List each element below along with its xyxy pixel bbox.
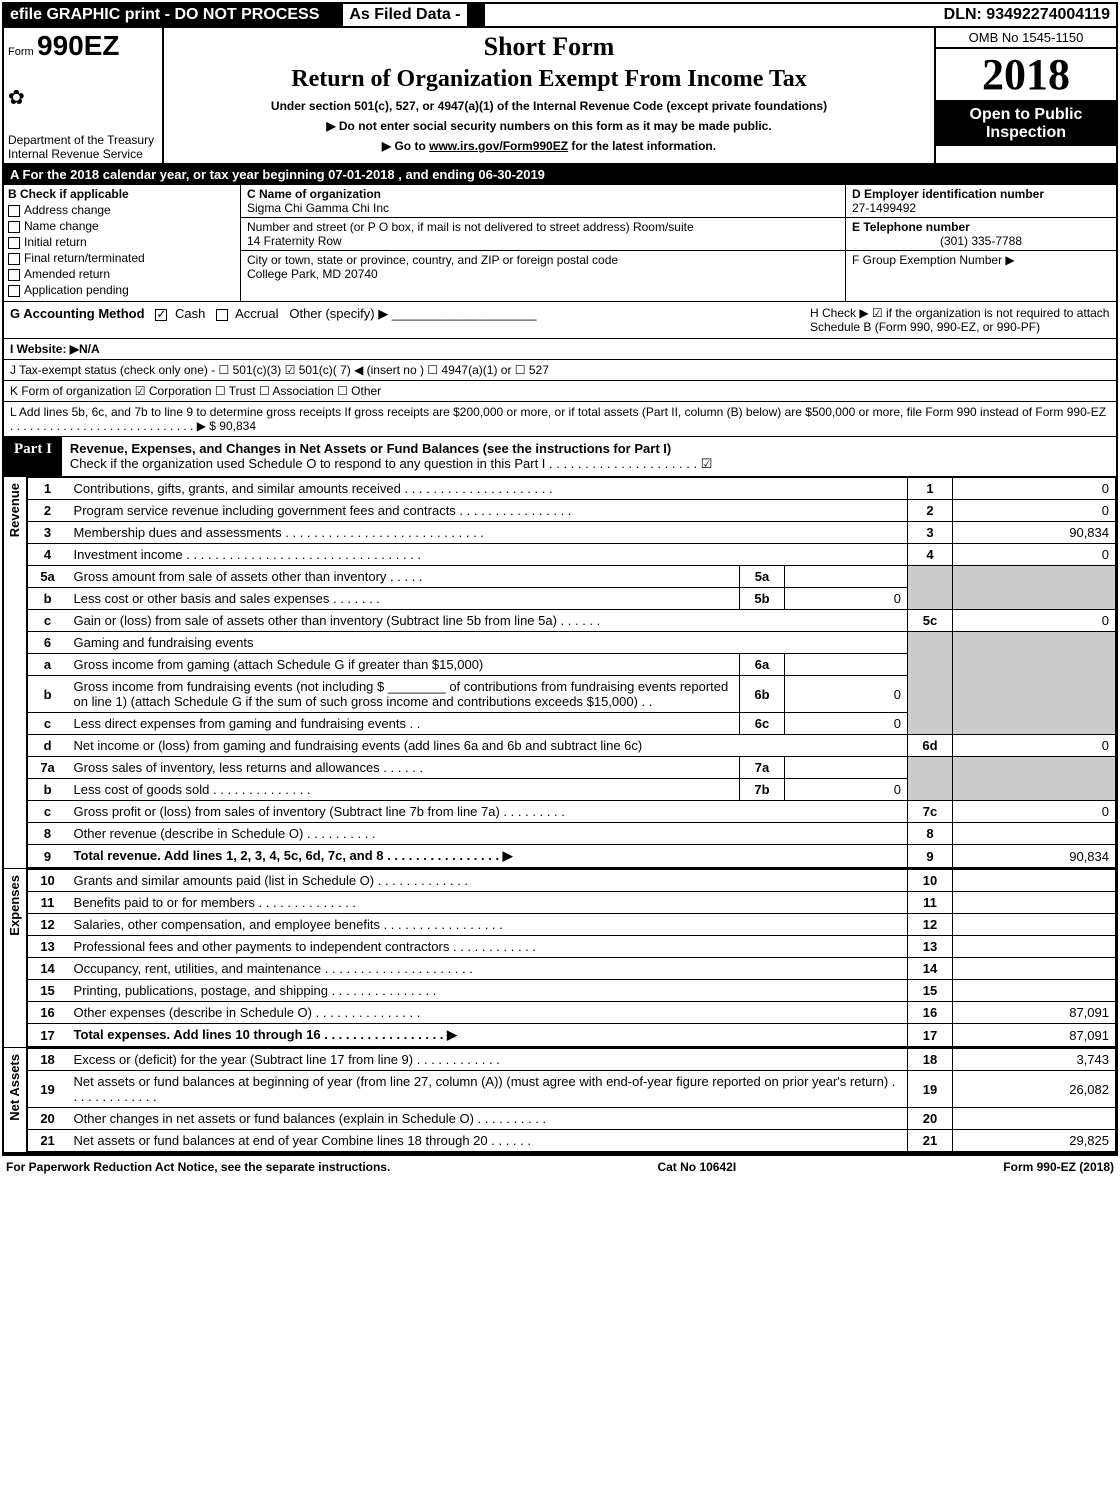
check-cash[interactable] (155, 309, 167, 321)
expenses-table: 10Grants and similar amounts paid (list … (27, 869, 1116, 1047)
revenue-side-label: Revenue (4, 477, 27, 868)
org-name: Sigma Chi Gamma Chi Inc (247, 201, 839, 215)
check-final-return[interactable]: Final return/terminated (8, 251, 236, 265)
open-inspection: Open to Public Inspection (936, 102, 1116, 146)
row-a-tax-year: A For the 2018 calendar year, or tax yea… (4, 165, 1116, 185)
footer-mid: Cat No 10642I (657, 1160, 736, 1174)
header-row: Form 990EZ ✿ Department of the Treasury … (4, 28, 1116, 165)
check-accrual[interactable] (216, 309, 228, 321)
form-container: efile GRAPHIC print - DO NOT PROCESS As … (2, 2, 1118, 1156)
org-city: College Park, MD 20740 (247, 267, 839, 281)
row-i: I Website: ▶N/A (4, 339, 1116, 360)
revenue-table: 1Contributions, gifts, grants, and simil… (27, 477, 1116, 868)
top-bar: efile GRAPHIC print - DO NOT PROCESS As … (4, 4, 1116, 28)
org-address: 14 Fraternity Row (247, 234, 839, 248)
net-assets-section: Net Assets 18Excess or (deficit) for the… (4, 1048, 1116, 1154)
dept-label: Department of the Treasury (8, 133, 158, 147)
part-1-title: Revenue, Expenses, and Changes in Net As… (62, 437, 1116, 476)
netassets-side-label: Net Assets (4, 1048, 27, 1152)
expenses-side-label: Expenses (4, 869, 27, 1047)
form-id-col: Form 990EZ ✿ Department of the Treasury … (4, 28, 164, 163)
goto-link[interactable]: ▶ Go to www.irs.gov/Form990EZ for the la… (172, 139, 926, 153)
tax-year: 2018 (936, 49, 1116, 102)
ssn-warning: ▶ Do not enter social security numbers o… (172, 119, 926, 133)
title-col: Short Form Return of Organization Exempt… (164, 28, 934, 163)
city-label: City or town, state or province, country… (247, 253, 839, 267)
section-c: C Name of organization Sigma Chi Gamma C… (241, 185, 846, 301)
efile-label: efile GRAPHIC print - DO NOT PROCESS (4, 4, 325, 26)
section-def: D Employer identification number 27-1499… (846, 185, 1116, 301)
netassets-table: 18Excess or (deficit) for the year (Subt… (27, 1048, 1116, 1152)
page-footer: For Paperwork Reduction Act Notice, see … (0, 1158, 1120, 1176)
row-k: K Form of organization ☑ Corporation ☐ T… (4, 381, 1116, 402)
check-name-change[interactable]: Name change (8, 219, 236, 233)
dln-label: DLN: 93492274004119 (938, 4, 1116, 26)
c-name-label: C Name of organization (247, 187, 839, 201)
form-number: 990EZ (37, 30, 120, 61)
expenses-section: Expenses 10Grants and similar amounts pa… (4, 869, 1116, 1048)
main-title: Return of Organization Exempt From Incom… (172, 66, 926, 93)
part-1-label: Part I (4, 437, 62, 476)
as-filed-label: As Filed Data - (343, 4, 466, 26)
row-g-h: G Accounting Method Cash Accrual Other (… (4, 302, 1116, 339)
f-label: F Group Exemption Number ▶ (852, 253, 1110, 267)
footer-left: For Paperwork Reduction Act Notice, see … (6, 1160, 390, 1174)
divider (325, 4, 343, 26)
check-amended-return[interactable]: Amended return (8, 267, 236, 281)
footer-right: Form 990-EZ (2018) (1003, 1160, 1114, 1174)
e-label: E Telephone number (852, 220, 1110, 234)
check-application-pending[interactable]: Application pending (8, 283, 236, 297)
section-b: B Check if applicable Address change Nam… (4, 185, 241, 301)
revenue-section: Revenue 1Contributions, gifts, grants, a… (4, 477, 1116, 869)
ein: 27-1499492 (852, 201, 1110, 215)
short-form-title: Short Form (172, 32, 926, 62)
phone: (301) 335-7788 (852, 234, 1110, 248)
right-col: OMB No 1545-1150 2018 Open to Public Ins… (934, 28, 1116, 163)
check-initial-return[interactable]: Initial return (8, 235, 236, 249)
h-label: H Check ▶ ☑ if the organization is not r… (810, 306, 1110, 334)
check-address-change[interactable]: Address change (8, 203, 236, 217)
addr-label: Number and street (or P O box, if mail i… (247, 220, 839, 234)
divider (467, 4, 485, 26)
form-word: Form (8, 46, 34, 58)
b-label: B Check if applicable (8, 187, 236, 201)
part-1-header: Part I Revenue, Expenses, and Changes in… (4, 437, 1116, 477)
row-j: J Tax-exempt status (check only one) - ☐… (4, 360, 1116, 381)
under-section: Under section 501(c), 527, or 4947(a)(1)… (172, 99, 926, 113)
g-label: G Accounting Method (10, 306, 145, 321)
row-l: L Add lines 5b, 6c, and 7b to line 9 to … (4, 402, 1116, 437)
block-bcdef: B Check if applicable Address change Nam… (4, 185, 1116, 302)
irs-label: Internal Revenue Service (8, 147, 158, 161)
omb-number: OMB No 1545-1150 (936, 28, 1116, 49)
d-label: D Employer identification number (852, 187, 1110, 201)
